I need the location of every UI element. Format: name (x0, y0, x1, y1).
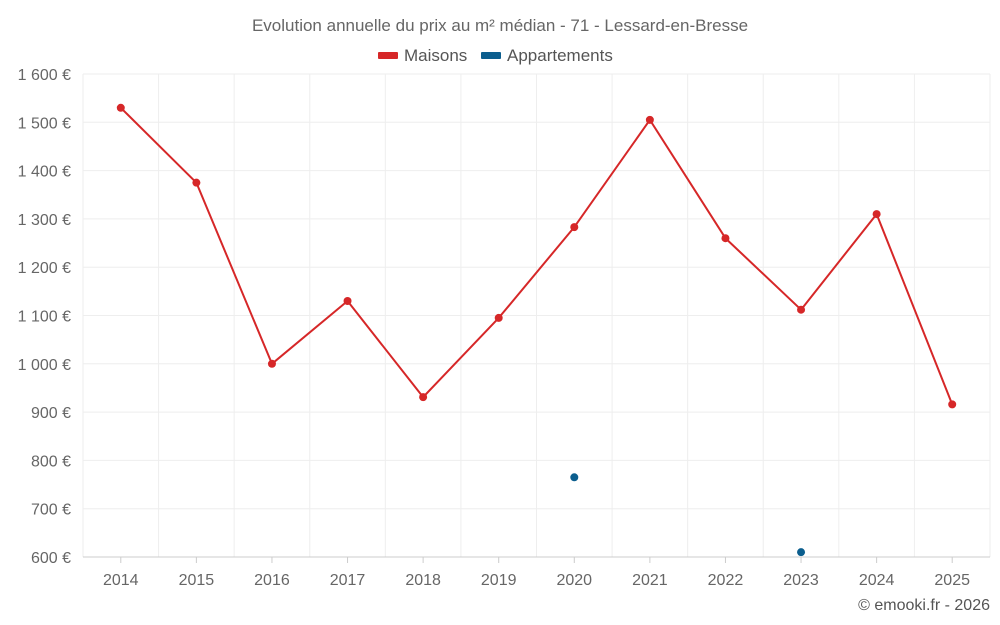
credit: © emooki.fr - 2026 (858, 597, 990, 614)
x-axis: 2014 2015 2016 2017 2018 2019 2020 2021 2022 2023… (83, 556, 990, 589)
y-axis: 600 € 700 € 800 € 900 € 1 000 € 1 100 € 1 200 … (18, 67, 71, 567)
y-tick-label: 1 500 € (18, 115, 71, 132)
legend-label-maisons: Maisons (404, 46, 467, 65)
plot-area (116, 103, 957, 557)
y-tick-label: 1 000 € (18, 357, 71, 374)
y-tick-label: 1 100 € (18, 309, 71, 326)
data-point-maisons[interactable] (872, 210, 881, 219)
series-line-maisons (120, 107, 954, 405)
data-point-maisons[interactable] (570, 223, 579, 232)
x-tick-label: 2016 (254, 572, 290, 589)
y-tick-label: 1 600 € (18, 67, 71, 84)
x-tick-label: 2021 (632, 572, 668, 589)
y-tick-label: 800 € (31, 453, 71, 470)
y-tick-label: 600 € (31, 550, 71, 567)
data-point-maisons[interactable] (797, 305, 806, 314)
legend-label-appartements: Appartements (507, 46, 613, 65)
data-point-appartements[interactable] (797, 548, 806, 557)
data-point-maisons[interactable] (267, 359, 276, 368)
data-point-maisons[interactable] (721, 234, 730, 243)
x-tick-label: 2014 (103, 572, 139, 589)
x-tick-label: 2023 (783, 572, 819, 589)
y-tick-label: 700 € (31, 502, 71, 519)
data-point-maisons[interactable] (645, 115, 654, 124)
y-tick-label: 900 € (31, 405, 71, 422)
data-point-appartements[interactable] (570, 473, 579, 482)
grid (82, 73, 991, 557)
legend-swatch-maisons (378, 52, 398, 59)
data-point-maisons[interactable] (419, 393, 428, 402)
legend: Maisons Appartements (378, 46, 613, 65)
y-tick-label: 1 300 € (18, 212, 71, 229)
chart-title: Evolution annuelle du prix au m² médian … (252, 16, 748, 35)
x-tick-label: 2022 (708, 572, 744, 589)
legend-item-appartements[interactable]: Appartements (481, 46, 613, 65)
x-tick-label: 2018 (405, 572, 441, 589)
legend-item-maisons[interactable]: Maisons (378, 46, 467, 65)
data-point-maisons[interactable] (116, 103, 125, 112)
data-point-maisons[interactable] (192, 178, 201, 187)
legend-swatch-appartements (481, 52, 501, 59)
data-point-maisons[interactable] (948, 400, 957, 409)
x-tick-label: 2020 (556, 572, 592, 589)
x-tick-label: 2025 (934, 572, 970, 589)
x-tick-label: 2015 (179, 572, 215, 589)
x-tick-label: 2017 (330, 572, 366, 589)
data-point-maisons[interactable] (494, 313, 503, 322)
x-tick-label: 2024 (859, 572, 895, 589)
data-point-maisons[interactable] (343, 297, 352, 306)
y-tick-label: 1 200 € (18, 260, 71, 277)
y-tick-label: 1 400 € (18, 164, 71, 181)
x-tick-label: 2019 (481, 572, 517, 589)
